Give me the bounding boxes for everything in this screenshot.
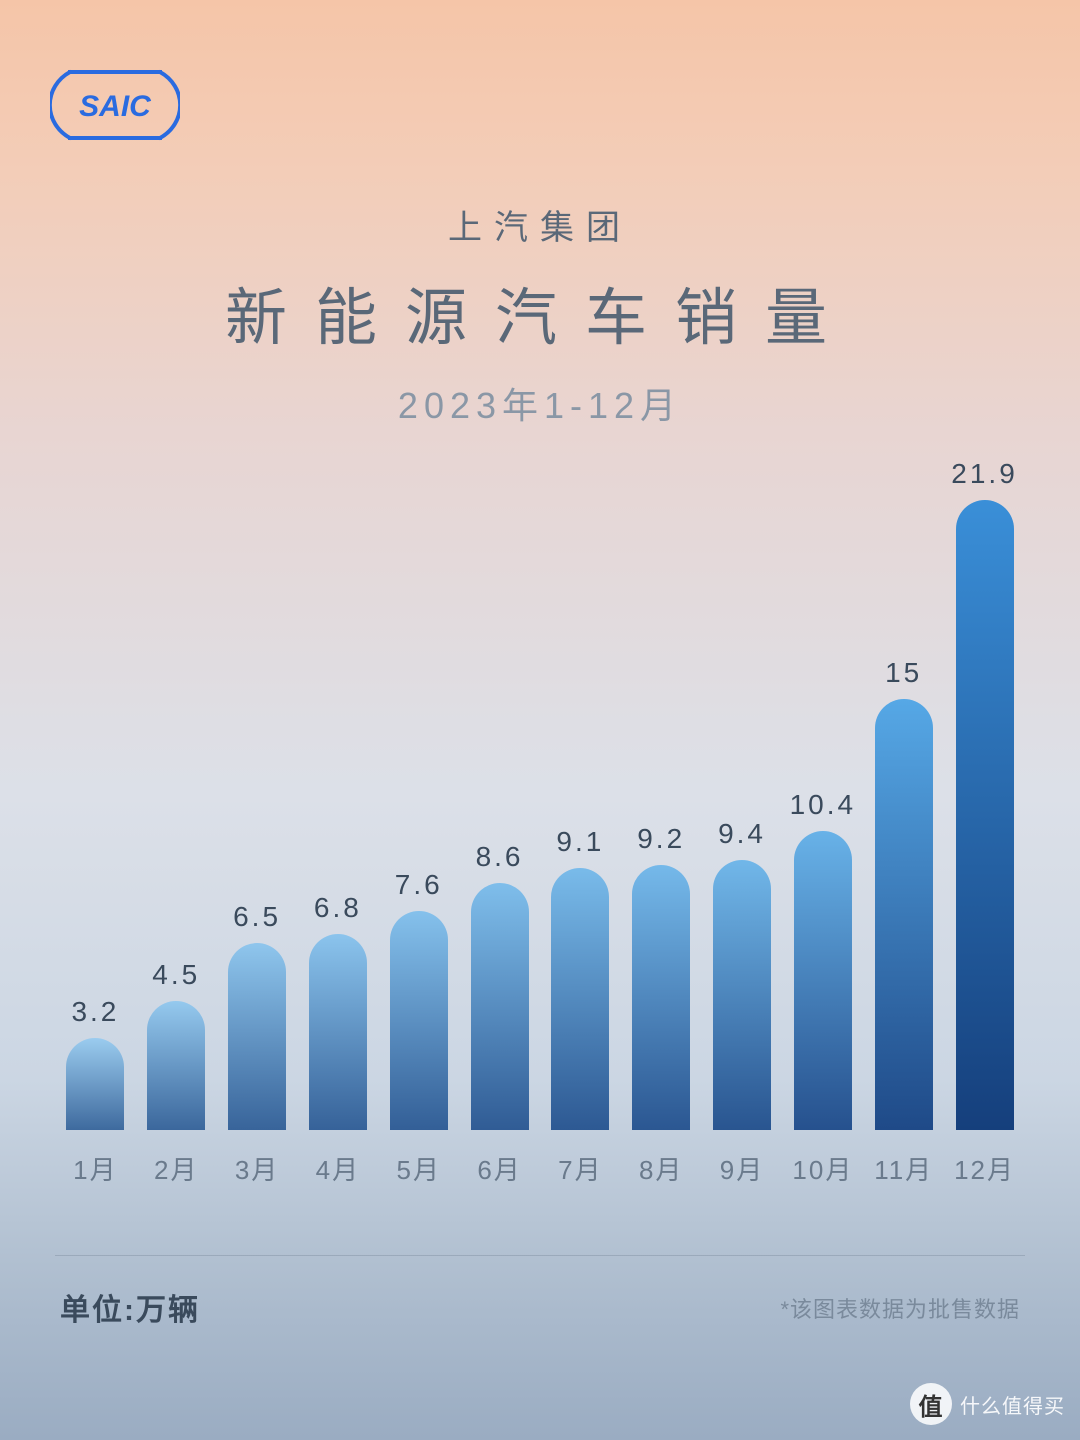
- watermark: 值 什么值得买: [910, 1383, 1065, 1425]
- bar: [147, 1001, 205, 1130]
- bar-group: 6.8: [297, 450, 378, 1130]
- x-axis-label: 11月: [863, 1150, 944, 1187]
- x-axis-label: 1月: [55, 1150, 136, 1187]
- bar: [551, 868, 609, 1130]
- bar: [390, 911, 448, 1130]
- bar-group: 10.4: [782, 450, 863, 1130]
- bar-value-label: 3.2: [71, 996, 119, 1028]
- bar-value-label: 9.4: [718, 818, 766, 850]
- bar-group: 8.6: [459, 450, 540, 1130]
- x-axis-label: 12月: [944, 1150, 1025, 1187]
- saic-logo: SAIC: [50, 60, 180, 150]
- bar-value-label: 4.5: [152, 959, 200, 991]
- x-axis-label: 7月: [540, 1150, 621, 1187]
- bar: [713, 860, 771, 1130]
- bar-group: 15: [863, 450, 944, 1130]
- bar: [956, 500, 1014, 1130]
- bar-group: 9.1: [540, 450, 621, 1130]
- x-axis-labels: 1月2月3月4月5月6月7月8月9月10月11月12月: [55, 1150, 1025, 1187]
- bar-value-label: 9.2: [637, 823, 685, 855]
- bar-value-label: 6.8: [314, 892, 362, 924]
- x-axis-label: 4月: [297, 1150, 378, 1187]
- header: 上汽集团 新能源汽车销量 2023年1-12月: [0, 200, 1080, 429]
- x-axis-label: 5月: [378, 1150, 459, 1187]
- bar-value-label: 9.1: [556, 826, 604, 858]
- x-axis-label: 8月: [621, 1150, 702, 1187]
- bar-group: 6.5: [217, 450, 298, 1130]
- footer-divider: [55, 1255, 1025, 1256]
- x-axis-label: 6月: [459, 1150, 540, 1187]
- bar: [875, 699, 933, 1131]
- bar-group: 9.2: [621, 450, 702, 1130]
- bar-value-label: 8.6: [476, 841, 524, 873]
- bar-value-label: 6.5: [233, 901, 281, 933]
- bar: [309, 934, 367, 1130]
- bar-value-label: 7.6: [395, 869, 443, 901]
- bar-value-label: 15: [885, 657, 922, 689]
- bar-group: 9.4: [702, 450, 783, 1130]
- watermark-text: 什么值得买: [960, 1390, 1065, 1419]
- bars-container: 3.2 4.5 6.5 6.8 7.6 8.6 9.1 9.2 9.4 10.4 15 21.9: [55, 450, 1025, 1130]
- unit-label: 单位:万辆: [60, 1285, 200, 1329]
- bar: [794, 831, 852, 1130]
- bar: [66, 1038, 124, 1130]
- x-axis-label: 3月: [217, 1150, 298, 1187]
- chart-title: 新能源汽车销量: [0, 267, 1080, 357]
- bar-group: 3.2: [55, 450, 136, 1130]
- svg-text:SAIC: SAIC: [79, 90, 152, 123]
- company-name: 上汽集团: [0, 200, 1080, 249]
- watermark-badge-icon: 值: [910, 1383, 952, 1425]
- bar-value-label: 21.9: [951, 458, 1018, 490]
- bar-group: 4.5: [136, 450, 217, 1130]
- bar: [471, 883, 529, 1130]
- bar-group: 7.6: [378, 450, 459, 1130]
- bar: [228, 943, 286, 1130]
- bar: [632, 865, 690, 1130]
- bar-value-label: 10.4: [790, 789, 857, 821]
- data-note: *该图表数据为批售数据: [780, 1292, 1020, 1324]
- chart-period: 2023年1-12月: [0, 377, 1080, 429]
- x-axis-label: 10月: [782, 1150, 863, 1187]
- bar-group: 21.9: [944, 450, 1025, 1130]
- x-axis-label: 2月: [136, 1150, 217, 1187]
- bar-chart: 3.24.56.56.87.68.69.19.29.410.41521.9 1月…: [55, 450, 1025, 1180]
- x-axis-label: 9月: [702, 1150, 783, 1187]
